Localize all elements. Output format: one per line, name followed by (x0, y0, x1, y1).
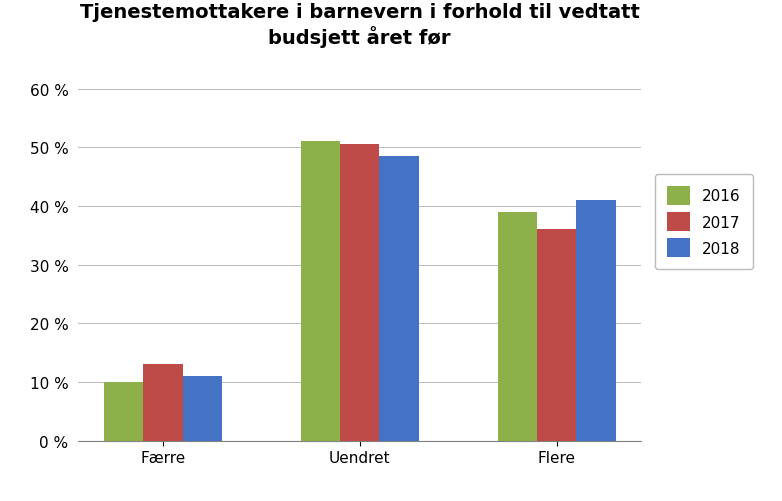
Bar (576, 201, 615, 441)
Legend: 2016, 2017, 2018: 2016, 2017, 2018 (655, 174, 753, 270)
Bar (143, 365, 182, 441)
Bar (340, 145, 379, 441)
Bar (379, 157, 419, 441)
Bar (497, 212, 537, 441)
Bar (537, 230, 576, 441)
Bar (104, 382, 143, 441)
Title: Tjenestemottakere i barnevern i forhold til vedtatt
budsjett året før: Tjenestemottakere i barnevern i forhold … (80, 3, 640, 48)
Bar (182, 376, 222, 441)
Bar (300, 142, 340, 441)
